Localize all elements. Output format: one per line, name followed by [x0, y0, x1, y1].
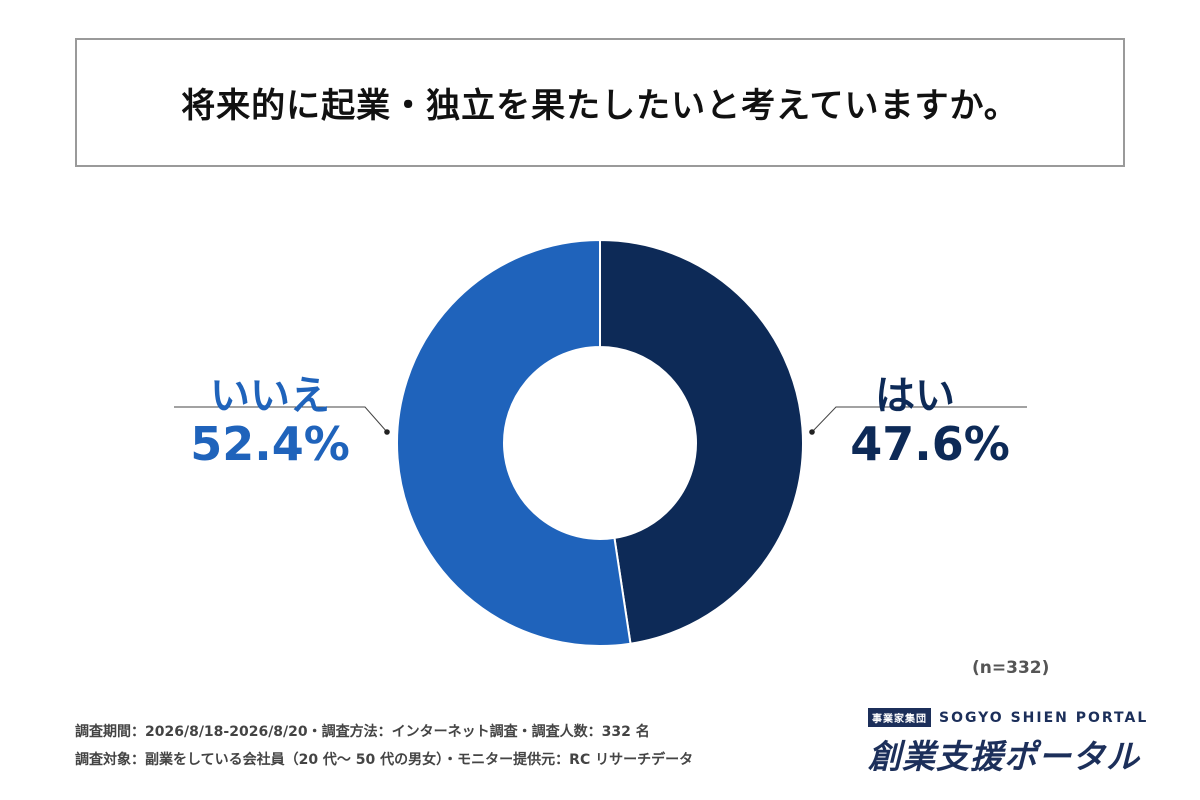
slice-value-no: 52.4% — [190, 417, 350, 471]
title-box: 将来的に起業・独立を果たしたいと考えていますか。 — [75, 38, 1125, 167]
sample-size-note: (n=332) — [972, 658, 1050, 678]
slice-label-yes: はい — [875, 373, 955, 419]
leader-no-dot — [384, 429, 390, 435]
survey-info-line-1: 調査期間：2026/8/18-2026/8/20・調査方法：インターネット調査・… — [75, 724, 650, 740]
leader-yes-dot — [809, 429, 815, 435]
leader-no-line — [174, 406, 388, 433]
brand-subtitle: 事業家集団 SOGYO SHIEN PORTAL — [868, 708, 1148, 727]
slice-yes — [599, 238, 804, 645]
slice-value-yes: 47.6% — [850, 417, 1010, 471]
survey-info-line-2: 調査対象：副業をしている会社員（20 代〜 50 代の男女）・モニター提供元：R… — [75, 752, 694, 768]
brand-tag: 事業家集団 — [868, 708, 931, 727]
brand-english-name: SOGYO SHIEN PORTAL — [939, 709, 1149, 726]
brand-logo-text: 創業支援ポータル — [868, 737, 1140, 776]
slice-no — [396, 238, 632, 647]
chart-title: 将来的に起業・独立を果たしたいと考えていますか。 — [181, 86, 1019, 126]
leader-yes-line — [811, 406, 1027, 433]
slice-label-no: いいえ — [210, 373, 330, 419]
